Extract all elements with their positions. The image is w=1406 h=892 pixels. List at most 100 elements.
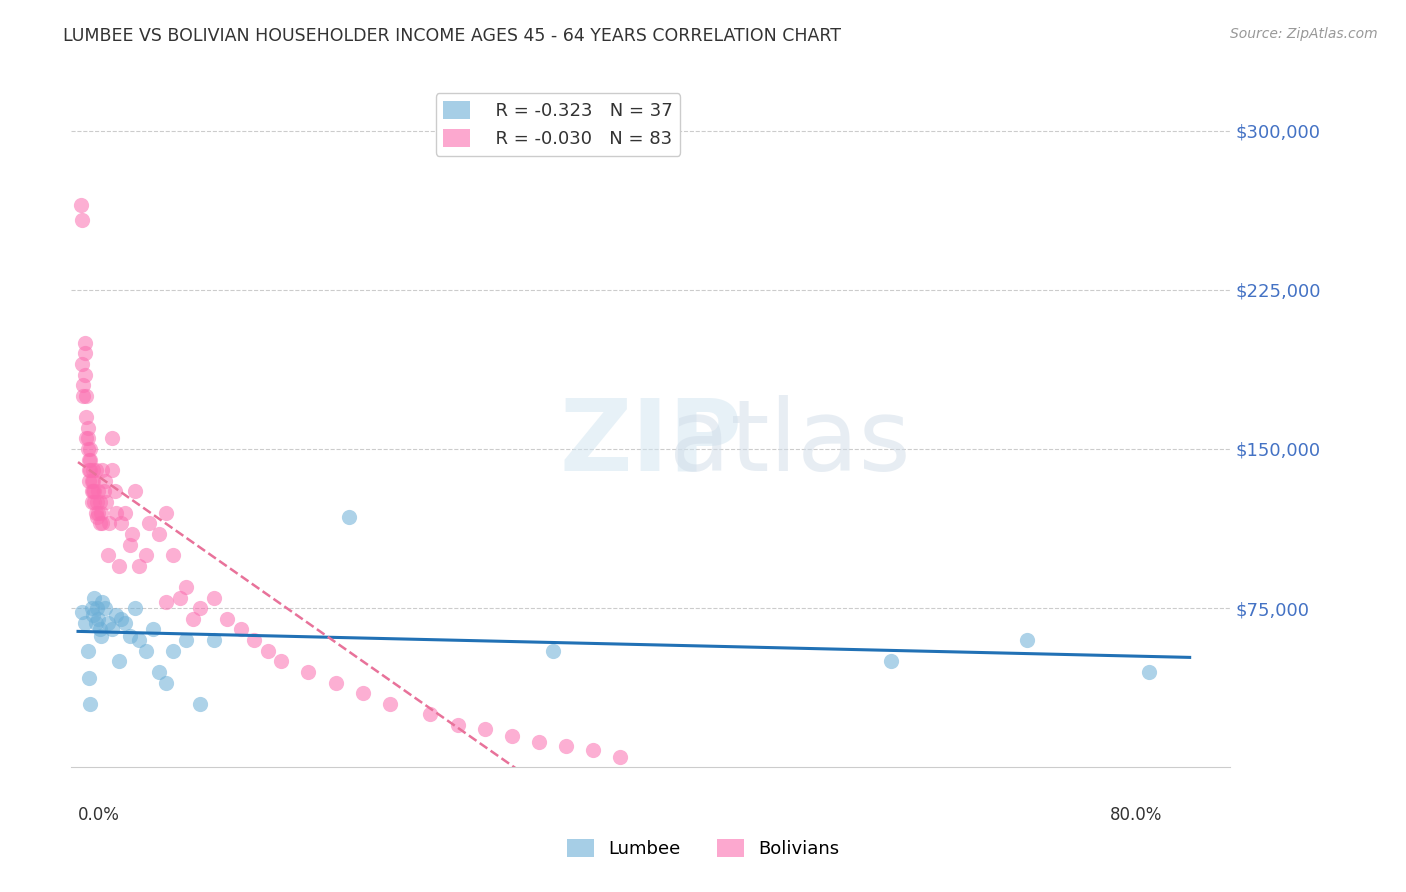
Point: [73, 616, 96, 631]
Point: [110, 612, 132, 626]
Text: ZIP: ZIP: [560, 394, 742, 491]
Point: [114, 506, 136, 520]
Point: [135, 643, 157, 657]
Point: [83, 591, 105, 605]
Point: [80, 601, 103, 615]
Point: [72, 378, 94, 392]
Point: [79, 697, 101, 711]
Point: [880, 654, 903, 668]
Point: [138, 516, 160, 531]
Point: [104, 506, 127, 520]
Point: [75, 389, 97, 403]
Point: [80, 474, 103, 488]
Point: [135, 548, 157, 562]
Legend:   R = -0.323   N = 37,   R = -0.030   N = 83: R = -0.323 N = 37, R = -0.030 N = 83: [436, 94, 681, 155]
Point: [70, 357, 93, 371]
Point: [148, 527, 170, 541]
Point: [76, 442, 98, 456]
Text: atlas: atlas: [669, 394, 911, 491]
Point: [155, 506, 177, 520]
Point: [80, 484, 103, 499]
Point: [107, 654, 129, 668]
Point: [114, 616, 136, 631]
Point: [89, 516, 111, 531]
Point: [555, 739, 578, 754]
Point: [101, 463, 124, 477]
Point: [118, 629, 141, 643]
Text: 0.0%: 0.0%: [77, 805, 120, 823]
Point: [90, 629, 112, 643]
Point: [93, 484, 115, 499]
Point: [337, 510, 360, 524]
Point: [419, 707, 441, 722]
Point: [82, 463, 104, 477]
Point: [76, 643, 98, 657]
Point: [73, 368, 96, 382]
Point: [87, 612, 110, 626]
Point: [94, 601, 117, 615]
Point: [128, 558, 150, 573]
Point: [94, 474, 117, 488]
Point: [104, 484, 127, 499]
Point: [75, 431, 97, 445]
Point: [202, 591, 225, 605]
Point: [84, 616, 107, 631]
Point: [77, 452, 100, 467]
Point: [527, 735, 550, 749]
Point: [107, 558, 129, 573]
Point: [124, 484, 146, 499]
Point: [82, 484, 104, 499]
Point: [541, 643, 564, 657]
Point: [90, 506, 112, 520]
Legend: Lumbee, Bolivians: Lumbee, Bolivians: [560, 831, 846, 865]
Point: [69, 198, 91, 212]
Point: [169, 591, 191, 605]
Point: [91, 463, 114, 477]
Point: [83, 484, 105, 499]
Point: [110, 516, 132, 531]
Point: [474, 723, 496, 737]
Point: [79, 452, 101, 467]
Point: [121, 527, 143, 541]
Point: [176, 633, 198, 648]
Point: [72, 389, 94, 403]
Point: [1015, 633, 1038, 648]
Point: [96, 495, 118, 509]
Point: [176, 580, 198, 594]
Point: [76, 431, 98, 445]
Point: [188, 697, 211, 711]
Point: [87, 506, 110, 520]
Point: [352, 686, 374, 700]
Point: [101, 431, 124, 445]
Point: [162, 548, 184, 562]
Point: [82, 474, 104, 488]
Point: [148, 665, 170, 679]
Point: [501, 729, 523, 743]
Point: [83, 495, 105, 509]
Point: [86, 510, 108, 524]
Point: [202, 633, 225, 648]
Point: [89, 623, 111, 637]
Point: [91, 595, 114, 609]
Point: [124, 601, 146, 615]
Point: [77, 474, 100, 488]
Point: [79, 463, 101, 477]
Point: [77, 463, 100, 477]
Point: [77, 671, 100, 685]
Point: [76, 421, 98, 435]
Text: 80.0%: 80.0%: [1111, 805, 1163, 823]
Point: [84, 506, 107, 520]
Point: [446, 718, 468, 732]
Point: [101, 623, 124, 637]
Point: [84, 463, 107, 477]
Point: [86, 601, 108, 615]
Point: [70, 606, 93, 620]
Point: [97, 616, 120, 631]
Point: [104, 607, 127, 622]
Point: [181, 612, 204, 626]
Point: [70, 212, 93, 227]
Text: Source: ZipAtlas.com: Source: ZipAtlas.com: [1230, 27, 1378, 41]
Text: LUMBEE VS BOLIVIAN HOUSEHOLDER INCOME AGES 45 - 64 YEARS CORRELATION CHART: LUMBEE VS BOLIVIAN HOUSEHOLDER INCOME AG…: [63, 27, 841, 45]
Point: [91, 516, 114, 531]
Point: [82, 607, 104, 622]
